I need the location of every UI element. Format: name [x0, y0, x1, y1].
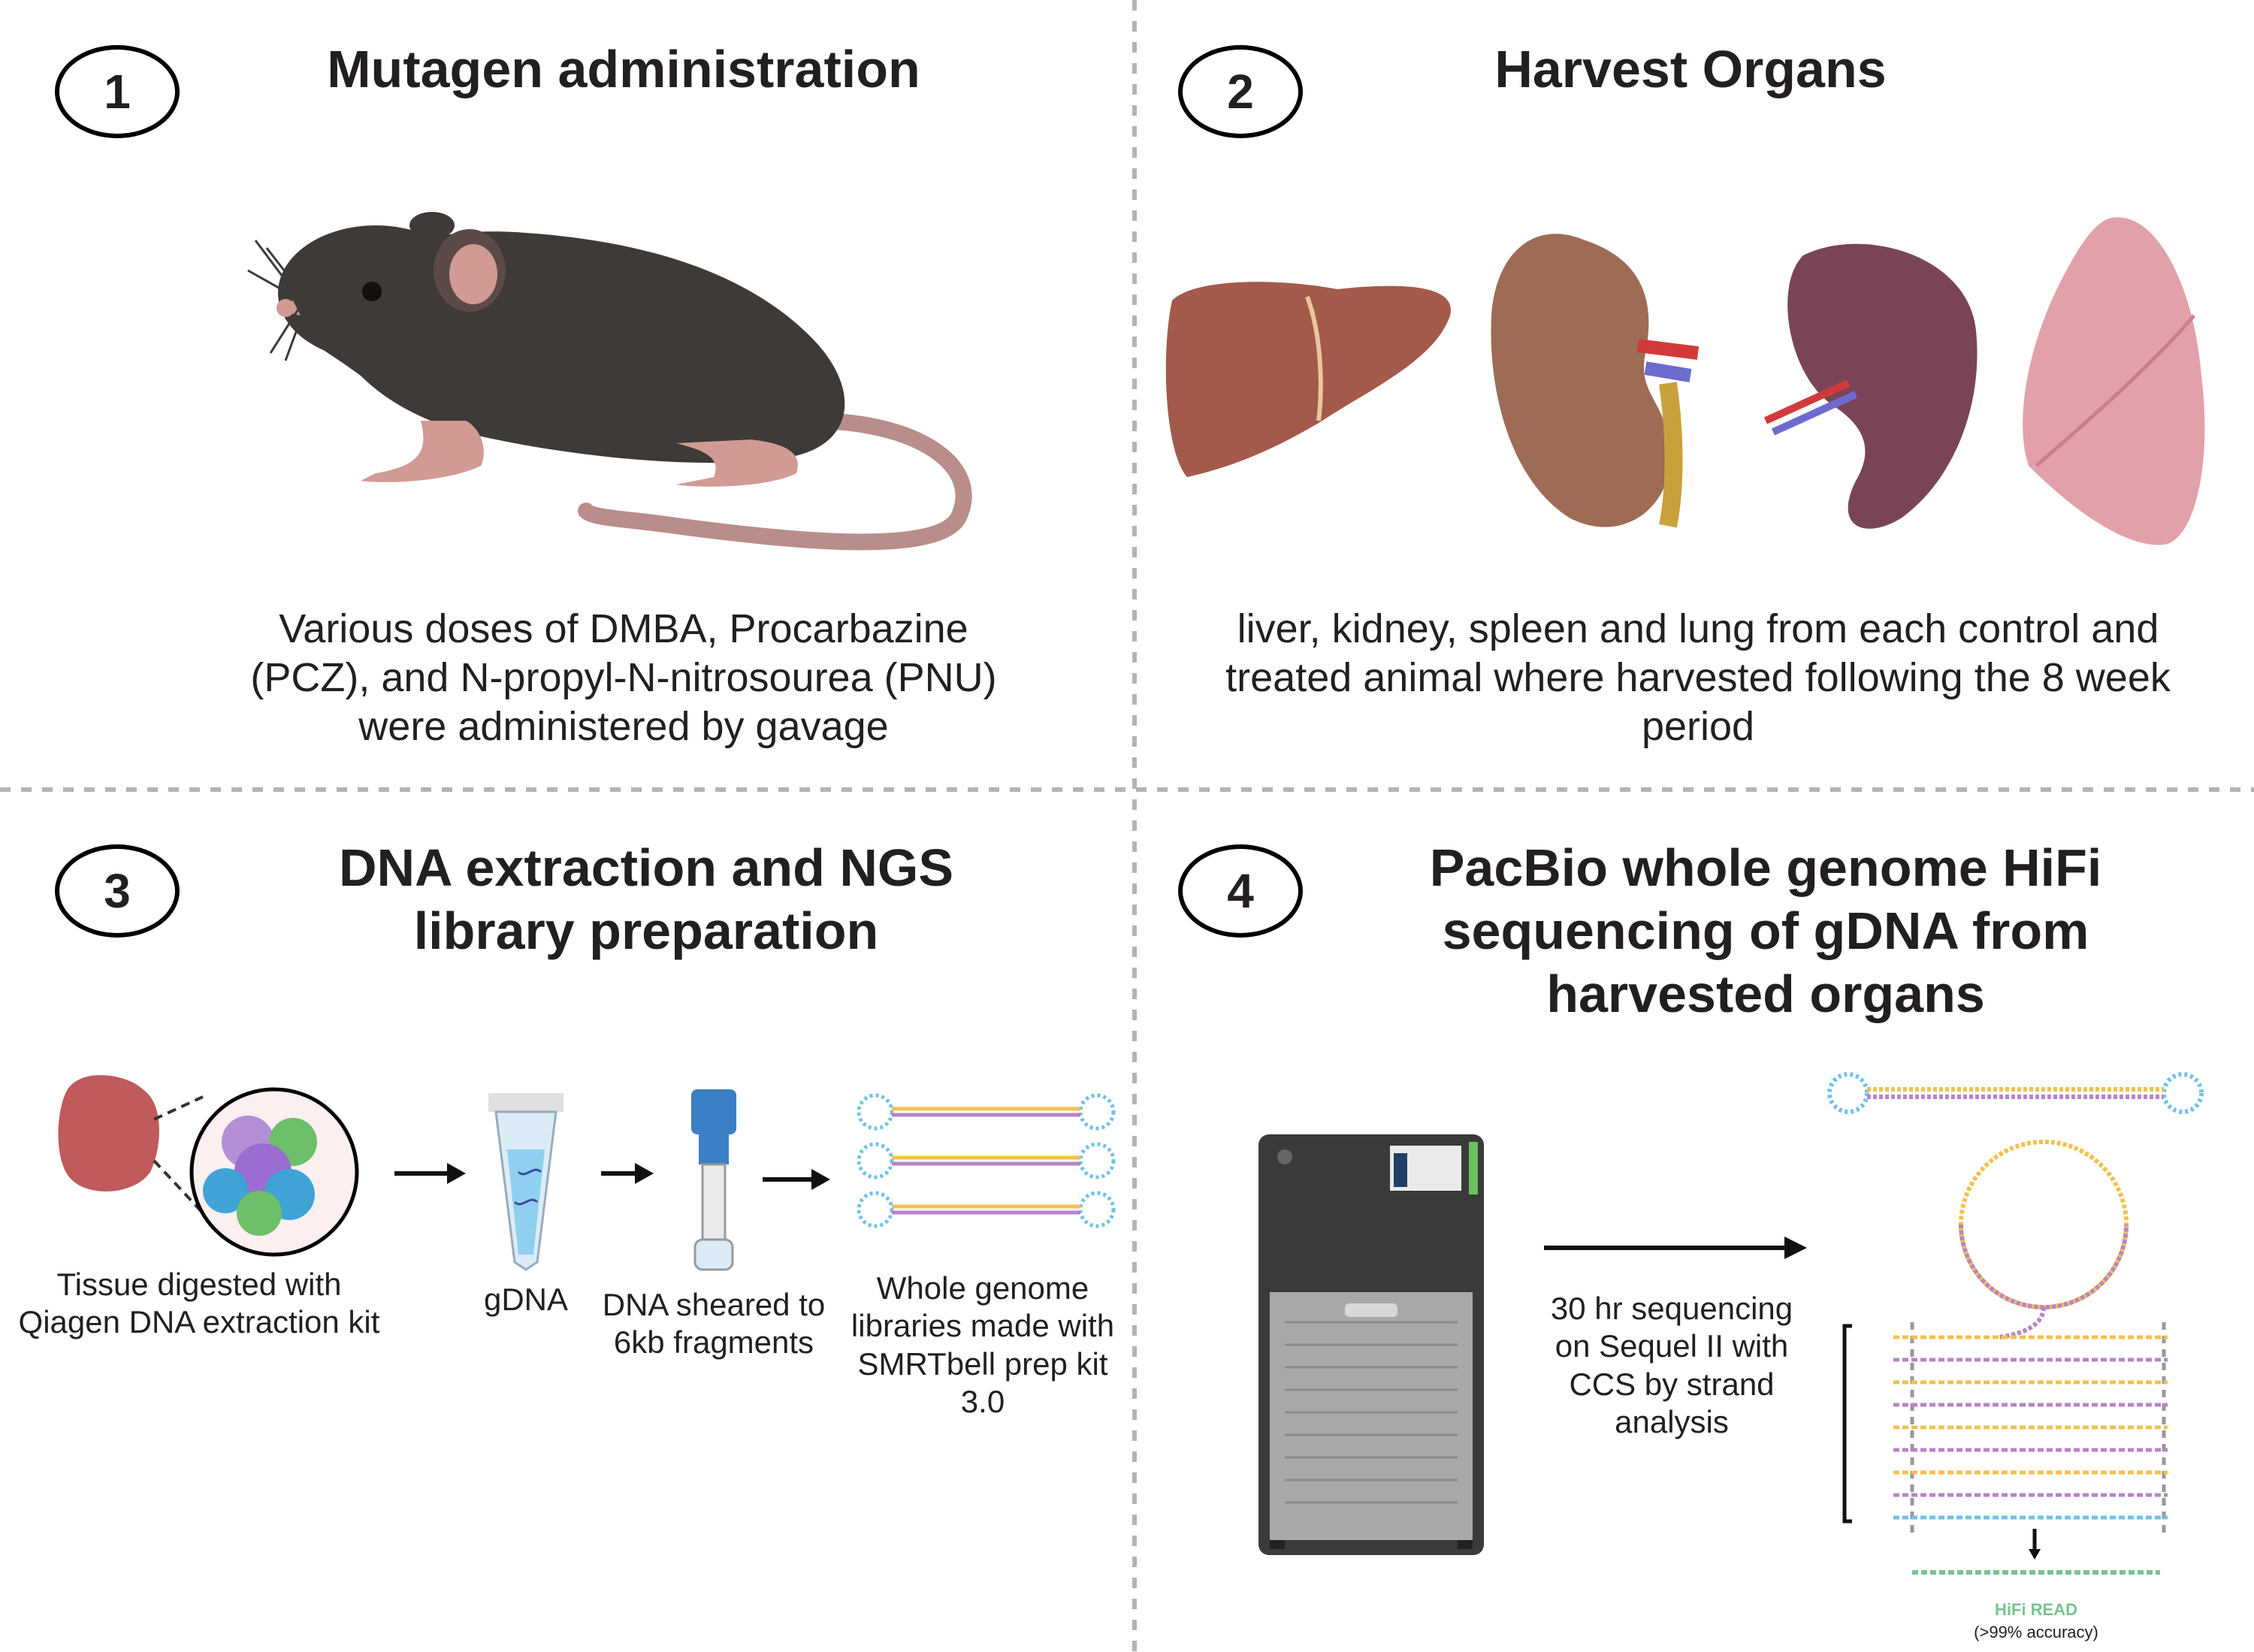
- arrow-3: [763, 1169, 830, 1190]
- microcentrifuge-tube-icon: [488, 1093, 564, 1271]
- mouse-icon: [247, 212, 972, 551]
- libraries-label: Whole genome libraries made with SMRTbel…: [851, 1270, 1115, 1420]
- step-3-title: DNA extraction and NGS library preparati…: [338, 838, 954, 960]
- kidney-icon: [1491, 234, 1700, 528]
- circular-smrtbell-template-icon: [1827, 1072, 2204, 1339]
- cell-cluster-icon: [189, 1087, 359, 1257]
- smrtbell-library-icon: [857, 1093, 1116, 1228]
- step-1-badge: 1: [55, 45, 180, 138]
- sequel-ii-sequencer-icon: [1258, 1134, 1484, 1555]
- lung-icon: [2023, 217, 2205, 545]
- sequencing-label: 30 hr sequencing on Sequel II with CCS b…: [1550, 1291, 1793, 1440]
- tissue-sample-icon: [58, 1075, 159, 1192]
- dna-shearing-tube-icon: [691, 1089, 736, 1271]
- liver-icon: [1165, 282, 1451, 477]
- step-2-title: Harvest Organs: [1494, 40, 1887, 98]
- spleen-icon: [1763, 243, 1978, 529]
- accuracy-label: (>99% accuracy): [1974, 1623, 2098, 1641]
- arrow-1: [394, 1163, 466, 1184]
- gdna-label: gDNA: [483, 1282, 569, 1317]
- step-1-description: Various doses of DMBA, Procarbazine (PCZ…: [250, 606, 997, 749]
- step-4-title: PacBio whole genome HiFi sequencing of g…: [1429, 838, 2102, 1023]
- tissue-label: Tissue digested with Qiagen DNA extracti…: [18, 1267, 380, 1340]
- step-3-badge: 3: [55, 844, 180, 938]
- step-2-description: liver, kidney, spleen and lung from each…: [1225, 606, 2171, 749]
- arrow-2: [601, 1163, 654, 1184]
- sheared-label: DNA sheared to 6kb fragments: [602, 1287, 826, 1361]
- subreads-icon: [1842, 1322, 2168, 1560]
- step-4-badge: 4: [1178, 844, 1303, 938]
- step-2-badge: 2: [1178, 45, 1303, 138]
- sequencing-arrow: [1544, 1237, 1807, 1259]
- hifi-read-label: HiFi READ: [1995, 1600, 2077, 1619]
- step-1-title: Mutagen administration: [327, 40, 920, 98]
